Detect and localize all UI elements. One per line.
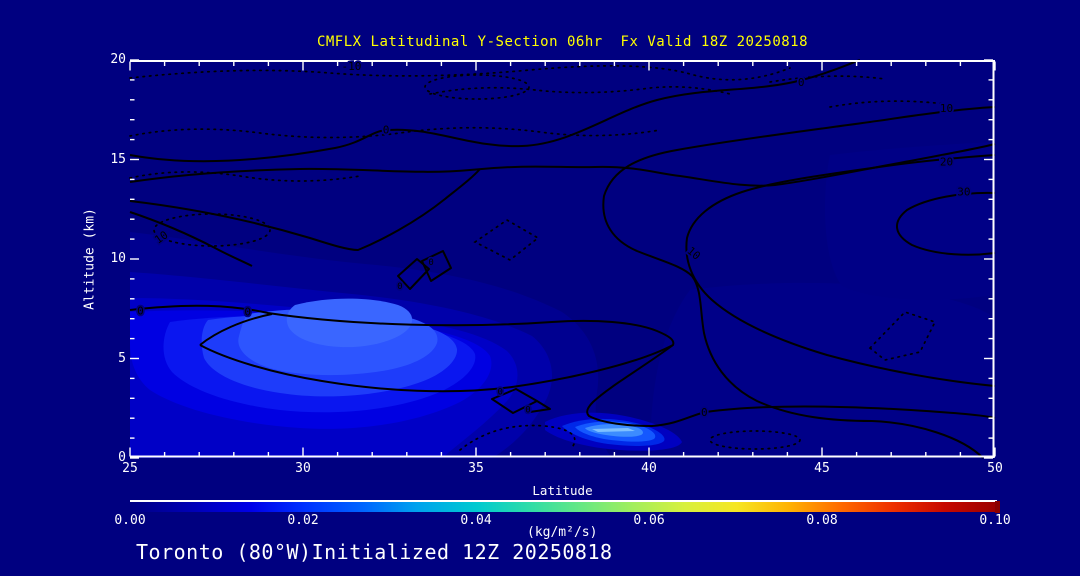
x-tick-label: 30 xyxy=(295,461,311,476)
svg-text:0: 0 xyxy=(397,282,402,292)
svg-text:0: 0 xyxy=(428,258,433,268)
colorbar-tick-label: 0.10 xyxy=(979,513,1011,528)
y-tick-label: 15 xyxy=(110,152,126,167)
chart-title: CMFLX Latitudinal Y-Section 06hr Fx Vali… xyxy=(316,34,809,50)
svg-text:0: 0 xyxy=(244,306,251,319)
colorbar-tick-label: 0.08 xyxy=(806,513,838,528)
shaded-fill-region xyxy=(130,232,612,458)
svg-text:0: 0 xyxy=(701,406,708,419)
svg-text:-10: -10 xyxy=(342,60,362,73)
footer-run-info: Toronto (80°W)Initialized 12Z 20250818 xyxy=(136,540,613,564)
y-tick-label: 5 xyxy=(118,351,126,366)
y-axis-title: Altitude (km) xyxy=(82,208,98,310)
solid-contours xyxy=(129,59,996,459)
colorbar-units: (kg/m²/s) xyxy=(527,525,598,540)
x-tick-label: 25 xyxy=(122,461,138,476)
colorbar-end-cap xyxy=(995,501,1000,513)
svg-text:20: 20 xyxy=(940,155,953,168)
x-tick-label: 40 xyxy=(641,461,657,476)
colorbar-tick-label: 0.02 xyxy=(287,513,319,528)
y-tick-label: 0 xyxy=(118,450,126,465)
colorbar-tick-label: 0.00 xyxy=(114,513,146,528)
colorbar-tick-label: 0.04 xyxy=(460,513,492,528)
x-tick-label: 50 xyxy=(987,461,1003,476)
y-tick-label: 10 xyxy=(110,251,126,266)
y-tick-label: 20 xyxy=(110,52,126,67)
colorbar-tick-label: 0.06 xyxy=(633,513,665,528)
bright-streak xyxy=(545,412,682,451)
x-tick-label: 35 xyxy=(468,461,484,476)
colorbar-labels: 0.00 0.02 0.04 0.06 0.08 0.10 xyxy=(114,513,1010,529)
svg-text:30: 30 xyxy=(957,185,970,198)
x-axis-labels: 25 30 35 40 45 50 xyxy=(122,461,1003,477)
svg-text:0: 0 xyxy=(137,305,144,318)
x-axis-title: Latitude xyxy=(532,483,593,498)
svg-text:0: 0 xyxy=(383,124,390,137)
svg-text:10: 10 xyxy=(940,102,953,115)
svg-text:0: 0 xyxy=(798,76,805,89)
contour-plot-area: -10 0 0 10 20 30 10 10 0 0 0 0 0 0 0 xyxy=(129,58,996,459)
colorbar-gradient xyxy=(130,500,997,512)
x-tick-label: 45 xyxy=(814,461,830,476)
svg-text:0: 0 xyxy=(525,405,530,415)
svg-text:0: 0 xyxy=(498,387,503,397)
